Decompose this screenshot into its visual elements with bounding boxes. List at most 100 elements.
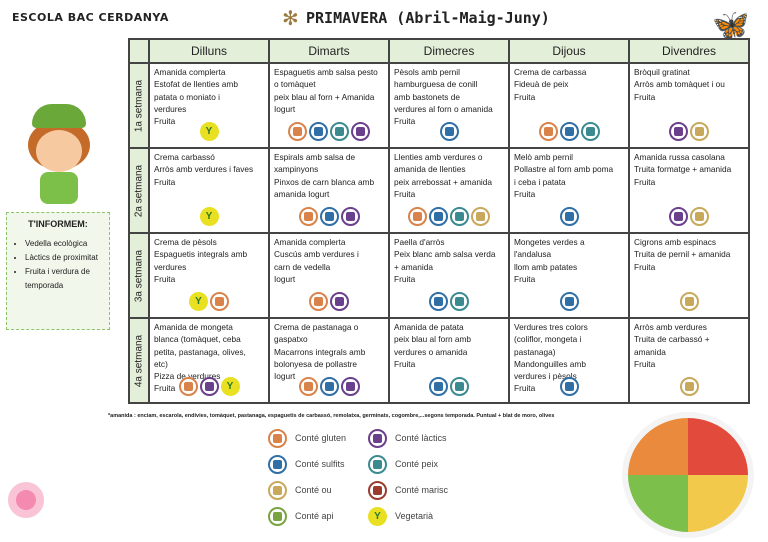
allergen-icons — [630, 122, 748, 141]
dish-line: Fruita — [394, 116, 416, 127]
gluten-allergen-icon — [538, 122, 558, 141]
legend-item: Conté gluten — [268, 428, 368, 448]
gluten-allergen-icon — [268, 428, 287, 448]
week-label-cell: 1a setmana — [128, 62, 150, 149]
dish-line: Amanida complerta — [154, 67, 226, 77]
menu-cell: Cigrons amb espinacs Truita de pernil + a… — [628, 232, 750, 319]
page-title: PRIMAVERA (Abril-Maig-Juny) — [306, 9, 550, 27]
dish-line: Crema carbassó — [154, 152, 215, 162]
menu-cell: Pèsols amb pernil hamburguesa de conill am… — [388, 62, 510, 149]
dish-line: Melò amb pernil — [514, 152, 574, 162]
menu-cell: Espaguetis amb salsa pesto o tomàquet peix… — [268, 62, 390, 149]
lactics-allergen-icon — [340, 377, 360, 396]
allergen-icons — [510, 207, 628, 226]
day-header: Dilluns — [148, 38, 270, 64]
butterfly-icon: 🦋 — [712, 9, 750, 42]
dish-line: patata o moniato i — [154, 91, 220, 102]
legend-label: Conté api — [295, 511, 334, 521]
marisc-allergen-icon — [368, 480, 387, 500]
peix-allergen-icon — [450, 292, 469, 311]
sulfits-allergen-icon — [429, 377, 448, 396]
week-label-cell: 2a setmana — [128, 147, 150, 234]
lactics-allergen-icon — [669, 207, 688, 226]
corner-cell — [128, 38, 150, 64]
dish-line: verdures — [154, 103, 187, 114]
week-row: 4a setmana Amanida de mongeta blanca (tomà… — [128, 317, 750, 404]
allergen-icons: Y — [150, 377, 268, 396]
dish-line: Fruita — [634, 358, 656, 369]
dish-line: Arròs amb verdures i faves — [154, 164, 254, 175]
dish-line: Fideuà de peix — [514, 79, 569, 90]
dish-line: blanca (tomàquet, ceba — [154, 334, 241, 345]
dish-line: Macarrons integrals amb — [274, 346, 366, 357]
day-header: Dijous — [508, 38, 630, 64]
dish-line: Truita formatge + amanida — [634, 164, 732, 175]
allergen-icons — [270, 122, 388, 141]
week-row: 2a setmana Crema carbassó Arròs amb verdur… — [128, 147, 750, 234]
sulfits-allergen-icon — [268, 454, 287, 474]
dish-line: Crema de pastanaga o — [274, 322, 359, 332]
day-header: Divendres — [628, 38, 750, 64]
week-label: 2a setmana — [133, 164, 145, 217]
dish-line: Fruita — [514, 383, 536, 394]
peix-allergen-icon — [330, 122, 349, 141]
legend-label: Vegetarià — [395, 511, 434, 521]
dish-line: + amanida — [394, 261, 433, 272]
dish-line: Fruita — [634, 176, 656, 187]
dish-line: Fruita — [154, 383, 176, 394]
dish-line: amb bastonets de — [394, 91, 460, 102]
legend-label: Conté làctics — [395, 433, 447, 443]
lactics-allergen-icon — [669, 122, 688, 141]
dish-line: peix blau al forn + Amanida — [274, 91, 375, 102]
vegetarian-icon: Y — [199, 122, 219, 141]
dish-line: Amanida complerta — [274, 237, 346, 247]
dish-line: Fruita — [394, 273, 416, 284]
week-label: 3a setmana — [133, 249, 145, 302]
dish-line: verdures o amanida — [394, 346, 468, 357]
dish-line: Paella d'arròs — [394, 237, 445, 247]
menu-cell: Melò amb pernil Pollastre al forn amb pom… — [508, 147, 630, 234]
gluten-allergen-icon — [288, 122, 307, 141]
ou-allergen-icon — [679, 377, 699, 396]
dish-line: Fruita — [514, 188, 536, 199]
dish-line: Mandonguilles amb — [514, 358, 586, 369]
menu-cell: Amanida complerta Cuscús amb verdures i ca… — [268, 232, 390, 319]
peix-allergen-icon — [580, 122, 600, 141]
dish-line: Llenties amb verdures o — [394, 152, 483, 162]
gluten-allergen-icon — [309, 292, 328, 311]
menu-cell: Crema de pèsols Espaguetis integrals amb v… — [148, 232, 270, 319]
dish-line: carn de vedella — [274, 261, 331, 272]
dish-line: Crema de pèsols — [154, 237, 217, 247]
dish-line: verdures i pèsols — [514, 371, 577, 382]
dish-line: Iogurt — [274, 273, 296, 284]
food-plate-illustration — [622, 412, 754, 538]
sulfits-allergen-icon — [559, 292, 579, 311]
allergen-icons — [510, 122, 628, 141]
dish-line: Fruita — [634, 91, 656, 102]
info-item: Vedella ecològica — [25, 237, 105, 251]
week-label: 1a setmana — [133, 79, 145, 132]
menu-cell: Mongetes verdes a l'andalusa llom amb pata… — [508, 232, 630, 319]
sulfits-allergen-icon — [429, 207, 448, 226]
dish-line: Iogurt — [274, 103, 296, 114]
peix-allergen-icon — [368, 454, 387, 474]
legend-item: Y Vegetarià — [368, 506, 468, 526]
dish-line: amanida — [634, 346, 666, 357]
menu-cell: Crema de pastanaga o gaspatxo Macarrons in… — [268, 317, 390, 404]
dish-line: (coliflor, mongeta i — [514, 334, 582, 345]
dish-line: Estofat de llenties amb — [154, 79, 238, 90]
lactics-allergen-icon — [368, 428, 387, 448]
dish-line: Cuscús amb verdures i — [274, 249, 359, 260]
dish-line: Arròs amb verdures — [634, 322, 707, 332]
ou-allergen-icon — [690, 122, 709, 141]
dish-line: i ceba i patata — [514, 176, 566, 187]
sulfits-allergen-icon — [559, 122, 579, 141]
day-header: Dimarts — [268, 38, 390, 64]
sulfits-allergen-icon — [319, 377, 339, 396]
legend-item: Conté marisc — [368, 480, 468, 500]
ou-allergen-icon — [679, 292, 699, 311]
legend-label: Conté sulfits — [295, 459, 345, 469]
legend-item: Conté làctics — [368, 428, 468, 448]
allergen-icons: Y — [150, 207, 268, 226]
dish-line: Bròquil gratinat — [634, 67, 690, 77]
